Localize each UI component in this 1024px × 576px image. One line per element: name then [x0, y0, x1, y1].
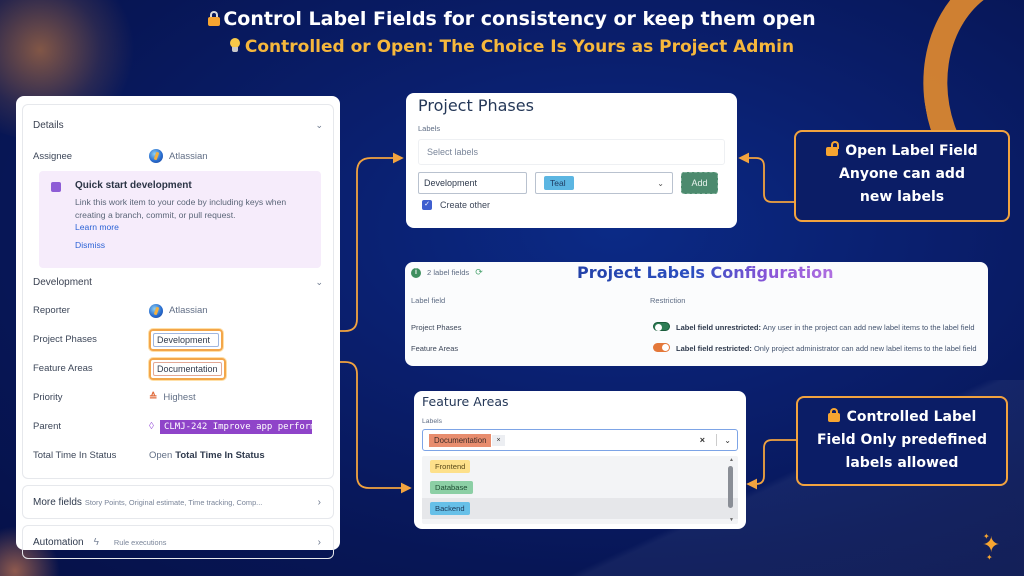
assignee-value[interactable]: Atlassian — [149, 149, 208, 163]
project-phases-dialog: Project Phases Labels Select labels Deve… — [406, 93, 737, 228]
code-branch-icon — [51, 182, 61, 192]
reporter-row: Reporter Atlassian — [33, 303, 208, 318]
column-header-restriction: Restriction — [650, 296, 686, 305]
select-labels-input[interactable]: Select labels — [418, 139, 725, 165]
details-section: Details ⌄ Assignee Atlassian Quick start… — [22, 104, 334, 479]
reporter-value[interactable]: Atlassian — [149, 303, 208, 318]
lightning-icon: ϟ — [93, 536, 99, 548]
more-fields-summary: Story Points, Original estimate, Time tr… — [84, 497, 263, 507]
scrollbar[interactable] — [728, 466, 733, 508]
priority-value[interactable]: ≙ Highest — [149, 392, 196, 403]
scroll-down-icon[interactable]: ▼ — [729, 517, 734, 523]
assignee-row: Assignee Atlassian — [33, 145, 323, 167]
learn-more-link[interactable]: Learn more — [75, 222, 119, 232]
quick-start-banner: Quick start development Link this work i… — [39, 171, 321, 268]
chevron-down-icon[interactable]: ⌄ — [315, 276, 323, 287]
dialog-title: Feature Areas — [422, 394, 509, 409]
parent-row: Parent ◊ CLMJ-242 Improve app performanc… — [33, 419, 312, 434]
details-header[interactable]: Details ⌄ — [33, 105, 323, 145]
new-label-input[interactable]: Development — [418, 172, 527, 194]
labels-label: Labels — [422, 418, 443, 425]
sparkle-icon: ✦ — [982, 532, 1001, 557]
config-row-restriction: Label field restricted: Only project adm… — [653, 343, 985, 353]
restriction-toggle[interactable] — [653, 322, 670, 331]
priority-highest-icon: ≙ — [149, 392, 158, 403]
dropdown-option[interactable]: Frontend — [422, 456, 738, 477]
more-fields-label: More fields — [33, 496, 82, 508]
quick-start-text: Link this work item to your code by incl… — [75, 197, 287, 220]
add-button[interactable]: Add — [681, 172, 718, 194]
chevron-down-icon: ⌄ — [657, 178, 664, 188]
labels-multiselect[interactable]: Documentation × × ⌄ — [422, 429, 738, 451]
labels-label: Labels — [418, 124, 441, 133]
clear-icon[interactable]: × — [699, 435, 705, 445]
parent-value[interactable]: ◊ CLMJ-242 Improve app performance — [149, 419, 312, 434]
rule-executions-label: Rule executions — [113, 537, 167, 547]
page-header: Control Label Fields for consistency or … — [0, 6, 1024, 60]
project-phases-row: Project Phases Development — [33, 325, 323, 354]
avatar — [149, 303, 163, 318]
label-color-select[interactable]: Teal ⌄ — [535, 172, 673, 194]
dropdown-option[interactable]: Backend — [422, 498, 738, 519]
automation-label: Automation — [33, 536, 84, 548]
priority-row: Priority ≙ Highest — [33, 392, 196, 403]
sparkle-icon: ✦ — [986, 553, 993, 562]
chevron-down-icon[interactable]: ⌄ — [315, 119, 323, 130]
lock-icon — [827, 408, 840, 422]
chevron-right-icon[interactable]: › — [317, 536, 321, 548]
label-field-count: 2 label fields — [427, 268, 470, 277]
chevron-right-icon[interactable]: › — [317, 496, 321, 508]
column-header-label-field: Label field — [411, 296, 446, 305]
create-other-label: Create other — [440, 200, 491, 210]
page-subtitle: Controlled or Open: The Choice Is Yours … — [0, 34, 1024, 60]
issue-details-panel: Details ⌄ Assignee Atlassian Quick start… — [16, 96, 340, 559]
dropdown-option[interactable]: Database — [422, 477, 738, 498]
create-other-checkbox[interactable]: ✓ — [422, 200, 432, 210]
page-title: Control Label Fields for consistency or … — [0, 6, 1024, 32]
quick-start-title: Quick start development — [75, 180, 192, 191]
config-row-field: Project Phases — [411, 323, 462, 332]
sparkle-icon: ✦ — [983, 532, 990, 541]
config-row-field: Feature Areas — [411, 344, 459, 353]
development-heading: Development — [33, 276, 92, 288]
details-heading: Details — [33, 119, 64, 131]
project-phases-value[interactable]: Development — [149, 328, 223, 351]
info-icon: i — [411, 267, 421, 278]
total-time-row: Total Time In Status Open Total Time In … — [33, 450, 265, 461]
automation-section[interactable]: Automation ϟ Rule executions › — [22, 525, 334, 559]
feature-areas-row: Feature Areas Documentation — [33, 354, 323, 383]
config-title: Project Labels Configuration — [577, 263, 834, 282]
config-row-restriction: Label field unrestricted: Any user in th… — [653, 322, 985, 332]
open-label-callout: Open Label Field Anyone can add new labe… — [794, 130, 1010, 222]
lightbulb-icon — [229, 38, 240, 53]
remove-tag-icon[interactable]: × — [492, 434, 505, 446]
refresh-icon[interactable]: ⟳ — [475, 267, 483, 277]
feature-areas-dialog: Feature Areas Labels Documentation × × ⌄… — [414, 391, 746, 529]
scroll-up-icon[interactable]: ▲ — [729, 457, 734, 463]
lock-icon — [208, 11, 221, 26]
development-header[interactable]: Development ⌄ — [33, 268, 323, 296]
epic-icon: ◊ — [149, 421, 154, 432]
labels-dropdown-list: Frontend Database Backend ▲ ▼ — [422, 456, 738, 524]
selected-color: Teal — [544, 176, 574, 190]
divider — [716, 434, 717, 446]
avatar — [149, 149, 163, 163]
chevron-down-icon[interactable]: ⌄ — [724, 435, 731, 445]
total-time-value[interactable]: Open Total Time In Status — [149, 450, 265, 461]
field-label: Assignee — [33, 150, 73, 162]
dismiss-link[interactable]: Dismiss — [75, 240, 106, 250]
unlock-icon — [826, 141, 840, 156]
feature-areas-value[interactable]: Documentation — [149, 357, 226, 380]
dialog-title: Project Phases — [418, 96, 534, 115]
restriction-toggle[interactable] — [653, 343, 670, 352]
labels-configuration-panel: i 2 label fields ⟳ Project Labels Config… — [405, 262, 988, 366]
more-fields-section[interactable]: More fields Story Points, Original estim… — [22, 485, 334, 519]
parent-link[interactable]: CLMJ-242 Improve app performance — [159, 419, 312, 434]
controlled-label-callout: Controlled Label Field Only predefined l… — [796, 396, 1008, 486]
selected-label-tag: Documentation — [429, 433, 492, 447]
